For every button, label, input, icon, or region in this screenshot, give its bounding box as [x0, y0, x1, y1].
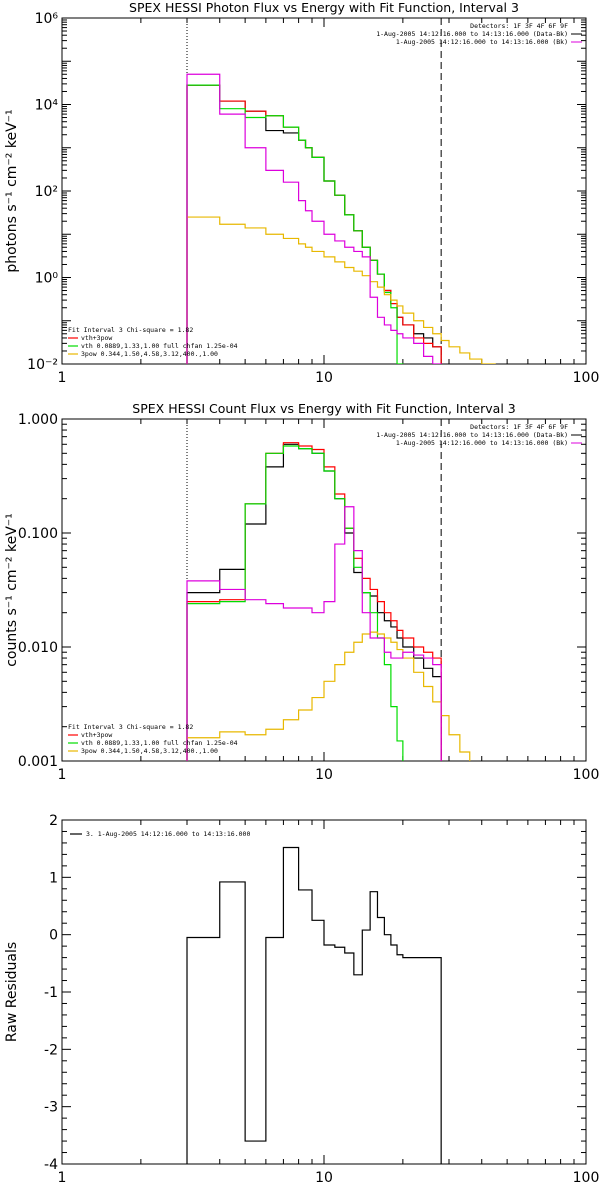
series-line [186, 84, 404, 364]
chart-title: SPEX HESSI Count Flux vs Energy with Fit… [132, 401, 515, 416]
legend-entry: vth 0.0889,1.33,1.00 full chfan 1.25e-04 [81, 342, 238, 350]
detector-annotation: Detectors: 1F 3F 4F 6F 9F [470, 423, 568, 431]
y-tick-label: 10⁶ [35, 11, 59, 27]
detector-annotation: 1-Aug-2005 14:12:16.000 to 14:13:16.000 … [376, 30, 568, 38]
y-tick-label: 0.100 [18, 526, 58, 542]
chart-title: SPEX HESSI Photon Flux vs Energy with Fi… [129, 0, 519, 15]
legend-entry: 3. 1-Aug-2005 14:12:16.000 to 14:13:16.0… [86, 830, 250, 838]
x-tick-label: 10 [315, 767, 333, 783]
y-tick-label: 10² [35, 184, 58, 200]
y-axis-label: photons s⁻¹ cm⁻² keV⁻¹ [4, 109, 20, 272]
x-tick-label: 100 [573, 370, 600, 386]
chart-residuals: 1 10 100 -4 -3 -2 -1 0 1 2 Raw Residuals 3. 1-Aug-2… [4, 813, 599, 1186]
x-tick-label: 100 [573, 767, 600, 783]
y-tick-label: -2 [44, 1042, 58, 1058]
y-tick-label: 10⁴ [35, 98, 59, 114]
detector-annotation: Detectors: 1F 3F 4F 6F 9F [470, 22, 568, 30]
series-line [186, 84, 442, 364]
detector-annotation: 1-Aug-2005 14:12:16.000 to 14:13:16.000 … [396, 38, 568, 46]
series-line [186, 73, 442, 364]
series-line [186, 216, 496, 364]
series-line [186, 442, 442, 761]
x-tick-label: 10 [315, 370, 333, 386]
y-tick-label: -3 [44, 1100, 58, 1116]
y-tick-label: 1 [49, 870, 58, 886]
series-line [186, 445, 404, 761]
y-tick-label: 0 [49, 928, 58, 944]
y-tick-label: 0.010 [18, 640, 58, 656]
x-tick-label: 1 [58, 1170, 67, 1186]
x-tick-label: 1 [58, 370, 67, 386]
series-group [186, 846, 442, 1164]
legend-entry: vth+3pow [81, 334, 112, 342]
y-tick-label: 0.001 [18, 754, 58, 770]
x-tick-label: 1 [58, 767, 67, 783]
y-tick-label: 2 [49, 813, 58, 829]
y-tick-label: -4 [44, 1157, 58, 1173]
series-group [186, 442, 471, 761]
legend-header: Fit Interval 3 Chi-square = 1.82 [68, 326, 193, 334]
y-tick-label: -1 [44, 985, 58, 1001]
series-line [186, 846, 442, 1164]
chart-count: SPEX HESSI Count Flux vs Energy with Fit… [4, 401, 599, 783]
legend-entry: vth 0.0889,1.33,1.00 full chfan 1.25e-04 [81, 739, 238, 747]
y-tick-label: 1.000 [18, 412, 58, 428]
x-tick-label: 100 [573, 1170, 600, 1186]
series-line [186, 506, 442, 761]
legend-entry: 3pow 0.344,1.50,4.58,3.12,400.,1.00 [81, 747, 218, 755]
plot-frame [61, 17, 587, 365]
y-axis-label: counts s⁻¹ cm⁻² keV⁻¹ [4, 513, 20, 667]
legend-entry: vth+3pow [81, 731, 112, 739]
legend-header: Fit Interval 3 Chi-square = 1.82 [68, 723, 193, 731]
y-tick-label: 10⁻² [27, 357, 58, 373]
series-group [186, 73, 496, 364]
y-tick-label: 10⁰ [35, 271, 59, 287]
plot-frame [61, 819, 587, 1165]
series-line [186, 443, 442, 761]
chart-photon: SPEX HESSI Photon Flux vs Energy with Fi… [4, 0, 599, 386]
legend-entry: 3pow 0.344,1.50,4.58,3.12,400.,1.00 [81, 350, 218, 358]
y-axis-label: Raw Residuals [4, 942, 20, 1042]
detector-annotation: 1-Aug-2005 14:12:16.000 to 14:13:16.000 … [396, 439, 568, 447]
detector-annotation: 1-Aug-2005 14:12:16.000 to 14:13:16.000 … [376, 431, 568, 439]
x-tick-label: 10 [315, 1170, 333, 1186]
